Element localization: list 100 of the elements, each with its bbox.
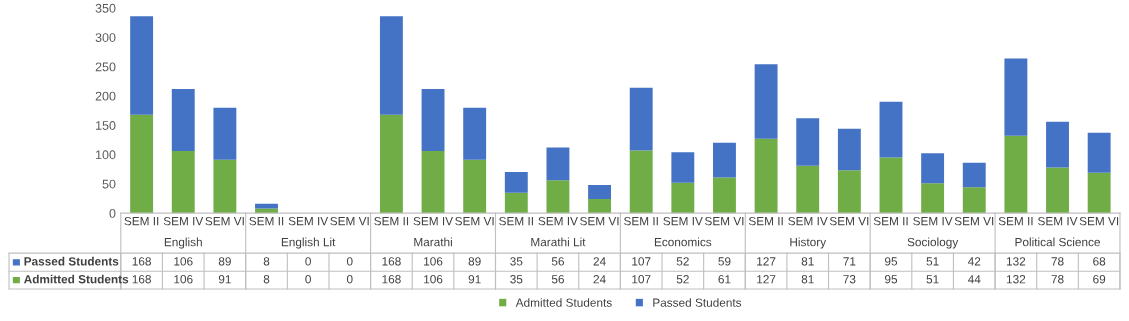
- x-tick-label: SEM II: [624, 216, 658, 226]
- bar: [504, 192, 528, 214]
- data-label: 59: [718, 257, 731, 266]
- text: Passed Students: [653, 298, 742, 307]
- bar: [463, 159, 487, 214]
- bar: [379, 114, 403, 214]
- text: Sociology: [907, 237, 959, 249]
- y-tick-label: 50: [102, 179, 116, 189]
- data-label: 127: [757, 257, 776, 266]
- bar: [962, 187, 986, 214]
- data-label: 73: [843, 275, 856, 284]
- bar: [171, 88, 195, 152]
- data-label: 89: [218, 257, 231, 266]
- bar: [629, 150, 653, 214]
- bar: [754, 138, 778, 214]
- bar: [379, 16, 403, 115]
- data-label: 81: [801, 257, 814, 266]
- bar: [171, 151, 195, 214]
- data-label: 56: [551, 275, 564, 284]
- bar: [629, 87, 653, 151]
- bar: [1046, 121, 1069, 168]
- x-tick-label: SEM II: [873, 216, 908, 226]
- bar: [504, 172, 528, 193]
- x-tick-label: SEM II: [748, 216, 783, 226]
- data-label: 95: [884, 275, 898, 284]
- x-tick-label: SEM IV: [663, 216, 703, 226]
- text: Economics: [654, 237, 712, 247]
- data-label: 44: [967, 275, 981, 284]
- bar: [713, 142, 736, 178]
- y-tick-label: 350: [95, 3, 116, 13]
- data-label: 168: [382, 257, 401, 266]
- data-label: 81: [801, 275, 814, 284]
- bar: [213, 159, 237, 214]
- data-label: 78: [1051, 275, 1064, 284]
- data-label: 69: [1093, 275, 1106, 284]
- text: Admitted Students: [515, 298, 612, 307]
- bar: [671, 182, 695, 214]
- bar: [1004, 135, 1028, 214]
- bar: [879, 157, 903, 214]
- x-tick-label: SEM II: [124, 216, 159, 226]
- data-label: 107: [632, 275, 651, 284]
- bar: [1004, 58, 1028, 136]
- data-label: 52: [676, 275, 689, 284]
- x-tick-label: SEM VI: [455, 216, 494, 226]
- bar: [921, 153, 945, 184]
- data-label: 106: [424, 275, 443, 284]
- data-label: 168: [382, 275, 401, 284]
- data-label: 168: [132, 275, 151, 284]
- data-label: 8: [263, 275, 270, 284]
- data-label: 42: [967, 257, 981, 266]
- x-tick-label: SEM VI: [704, 216, 744, 226]
- bar: [837, 170, 861, 214]
- data-label: 0: [305, 275, 311, 284]
- x-tick-label: SEM VI: [580, 216, 619, 226]
- data-label: 24: [593, 275, 606, 284]
- data-label: 0: [346, 275, 353, 284]
- x-tick-label: SEM VI: [205, 216, 244, 226]
- data-label: 168: [132, 257, 151, 266]
- text: English: [164, 237, 202, 249]
- data-label: 0: [346, 257, 353, 266]
- x-tick-label: SEM IV: [788, 216, 828, 226]
- text: Marathi: [414, 237, 452, 247]
- bar: [421, 151, 445, 214]
- legend-label: Passed Students: [24, 256, 119, 266]
- text: English Lit: [281, 237, 336, 249]
- bar: [421, 88, 445, 152]
- data-label: 106: [424, 257, 443, 266]
- bar: [130, 16, 154, 115]
- data-label: 71: [843, 257, 856, 266]
- x-tick-label: SEM IV: [1038, 216, 1078, 226]
- x-tick-label: SEM II: [499, 216, 533, 226]
- bar: [463, 107, 487, 160]
- data-label: 8: [263, 257, 270, 266]
- y-tick-label: 250: [95, 62, 116, 72]
- data-label: 56: [551, 257, 564, 266]
- y-tick-label: 0: [109, 208, 116, 218]
- x-tick-label: SEM II: [374, 216, 409, 226]
- bar: [962, 162, 986, 188]
- x-tick-label: SEM IV: [538, 216, 578, 226]
- data-label: 78: [1051, 257, 1064, 266]
- data-label: 51: [926, 275, 939, 284]
- data-label: 89: [468, 257, 481, 266]
- bar: [713, 177, 736, 214]
- bar: [796, 118, 820, 166]
- data-label: 132: [1006, 257, 1026, 266]
- bar: [754, 64, 778, 139]
- data-label: 68: [1093, 257, 1106, 266]
- bar: [130, 114, 154, 214]
- x-tick-label: SEM IV: [288, 216, 329, 226]
- data-label: 132: [1006, 275, 1026, 284]
- data-label: 106: [174, 275, 193, 284]
- data-label: 52: [676, 257, 689, 266]
- x-tick-label: SEM VI: [829, 216, 869, 226]
- x-tick-label: SEM II: [249, 216, 284, 226]
- bar: [879, 101, 903, 158]
- bar: [546, 180, 570, 214]
- bar: [1087, 172, 1111, 214]
- x-tick-label: SEM II: [998, 216, 1033, 226]
- data-label: 24: [593, 257, 606, 266]
- y-tick-label: 100: [96, 150, 116, 160]
